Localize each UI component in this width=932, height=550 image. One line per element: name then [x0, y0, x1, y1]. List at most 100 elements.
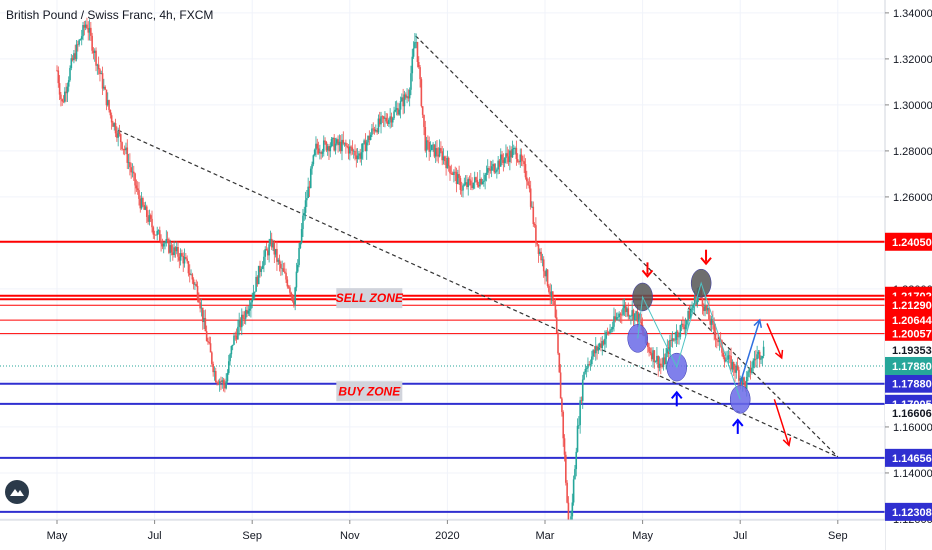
candle-body	[743, 377, 745, 382]
candle-body	[702, 306, 705, 312]
candle-body	[591, 356, 593, 365]
candle-body	[506, 153, 509, 157]
candle-body	[630, 315, 632, 317]
candle-body	[718, 339, 721, 343]
candle-body	[558, 353, 561, 373]
candle-body	[596, 346, 598, 351]
horizontal-levels	[0, 240, 885, 513]
candle-body	[192, 279, 195, 285]
candle-body	[717, 340, 719, 343]
candle-body	[583, 372, 585, 380]
candle-body	[446, 157, 449, 169]
swing-path	[637, 281, 741, 400]
candle-body	[157, 230, 160, 231]
candle-body	[368, 136, 371, 140]
candle-body	[79, 39, 82, 41]
candle-body	[156, 230, 159, 236]
candle-body	[559, 372, 562, 399]
candle-body	[606, 331, 609, 333]
candle-body	[56, 70, 58, 71]
candle-body	[155, 234, 157, 236]
candle-body	[407, 96, 410, 99]
arrow-up-icon	[731, 418, 744, 427]
candle-body	[181, 253, 183, 256]
candle-body	[730, 356, 732, 370]
candle-body	[437, 154, 440, 157]
candle-body	[311, 164, 313, 169]
candle-body	[715, 339, 718, 341]
candle-body	[640, 321, 643, 325]
candle-body	[394, 109, 397, 112]
candle-body	[260, 268, 263, 272]
candle-body	[92, 50, 95, 54]
candle-body	[436, 148, 438, 155]
candle-body	[549, 291, 552, 296]
candle-body	[381, 116, 384, 117]
candle-body	[244, 309, 247, 319]
candle-body	[529, 188, 532, 207]
level-price-tag-bg	[885, 324, 932, 343]
candle-body	[657, 355, 660, 368]
price-tick-label: 1.34000	[893, 8, 932, 20]
candle-body	[335, 139, 338, 144]
candle-body	[276, 248, 278, 262]
candle-body	[597, 347, 600, 351]
candle-body	[432, 144, 434, 145]
candle-body	[274, 248, 277, 255]
candle-body	[574, 469, 576, 480]
candle-body	[264, 248, 267, 257]
candle-body	[430, 144, 433, 151]
tradingview-logo-icon	[5, 480, 29, 504]
candle-body	[458, 174, 460, 178]
candle-body	[755, 358, 757, 360]
candle-body	[535, 225, 537, 244]
candle-body	[350, 146, 352, 148]
candle-body	[424, 127, 427, 151]
current-price-tag-bg	[885, 356, 932, 375]
candle-body	[614, 316, 617, 320]
candle-body	[185, 257, 187, 259]
candle-body	[505, 153, 507, 159]
candle-body	[148, 215, 151, 222]
candle-body	[622, 308, 624, 315]
candle-body	[358, 153, 360, 156]
candle-body	[561, 398, 563, 413]
candle-body	[169, 245, 172, 253]
candle-body	[194, 284, 196, 285]
candle-body	[214, 371, 217, 383]
candle-body	[177, 247, 179, 257]
candle-body	[95, 50, 97, 66]
candle-body	[460, 189, 463, 191]
candle-body	[626, 308, 628, 313]
candle-body	[234, 335, 237, 337]
candle-body	[132, 171, 135, 174]
candle-body	[97, 64, 100, 70]
candle-body	[173, 247, 175, 256]
candle-body	[175, 247, 178, 252]
candle-body	[411, 56, 414, 74]
candle-body	[429, 150, 432, 152]
candle-body	[123, 149, 126, 151]
candle-body	[410, 73, 412, 90]
candle-body	[401, 97, 403, 102]
candle-body	[497, 160, 499, 170]
candle-body	[160, 240, 162, 244]
candle-body	[406, 96, 408, 98]
candle-body	[205, 331, 208, 341]
candle-body	[290, 292, 293, 295]
candle-body	[144, 206, 147, 210]
candle-body	[380, 116, 382, 125]
candle-body	[190, 274, 192, 275]
candle-body	[459, 177, 462, 190]
candle-body	[224, 384, 226, 389]
candle-body	[708, 307, 710, 320]
candle-body	[635, 311, 637, 314]
candle-body	[652, 350, 654, 360]
candle-body	[389, 116, 391, 120]
candle-body	[678, 336, 680, 338]
candle-body	[211, 352, 213, 364]
candle-body	[280, 264, 282, 269]
candle-body	[220, 381, 222, 382]
candle-body	[501, 154, 503, 160]
